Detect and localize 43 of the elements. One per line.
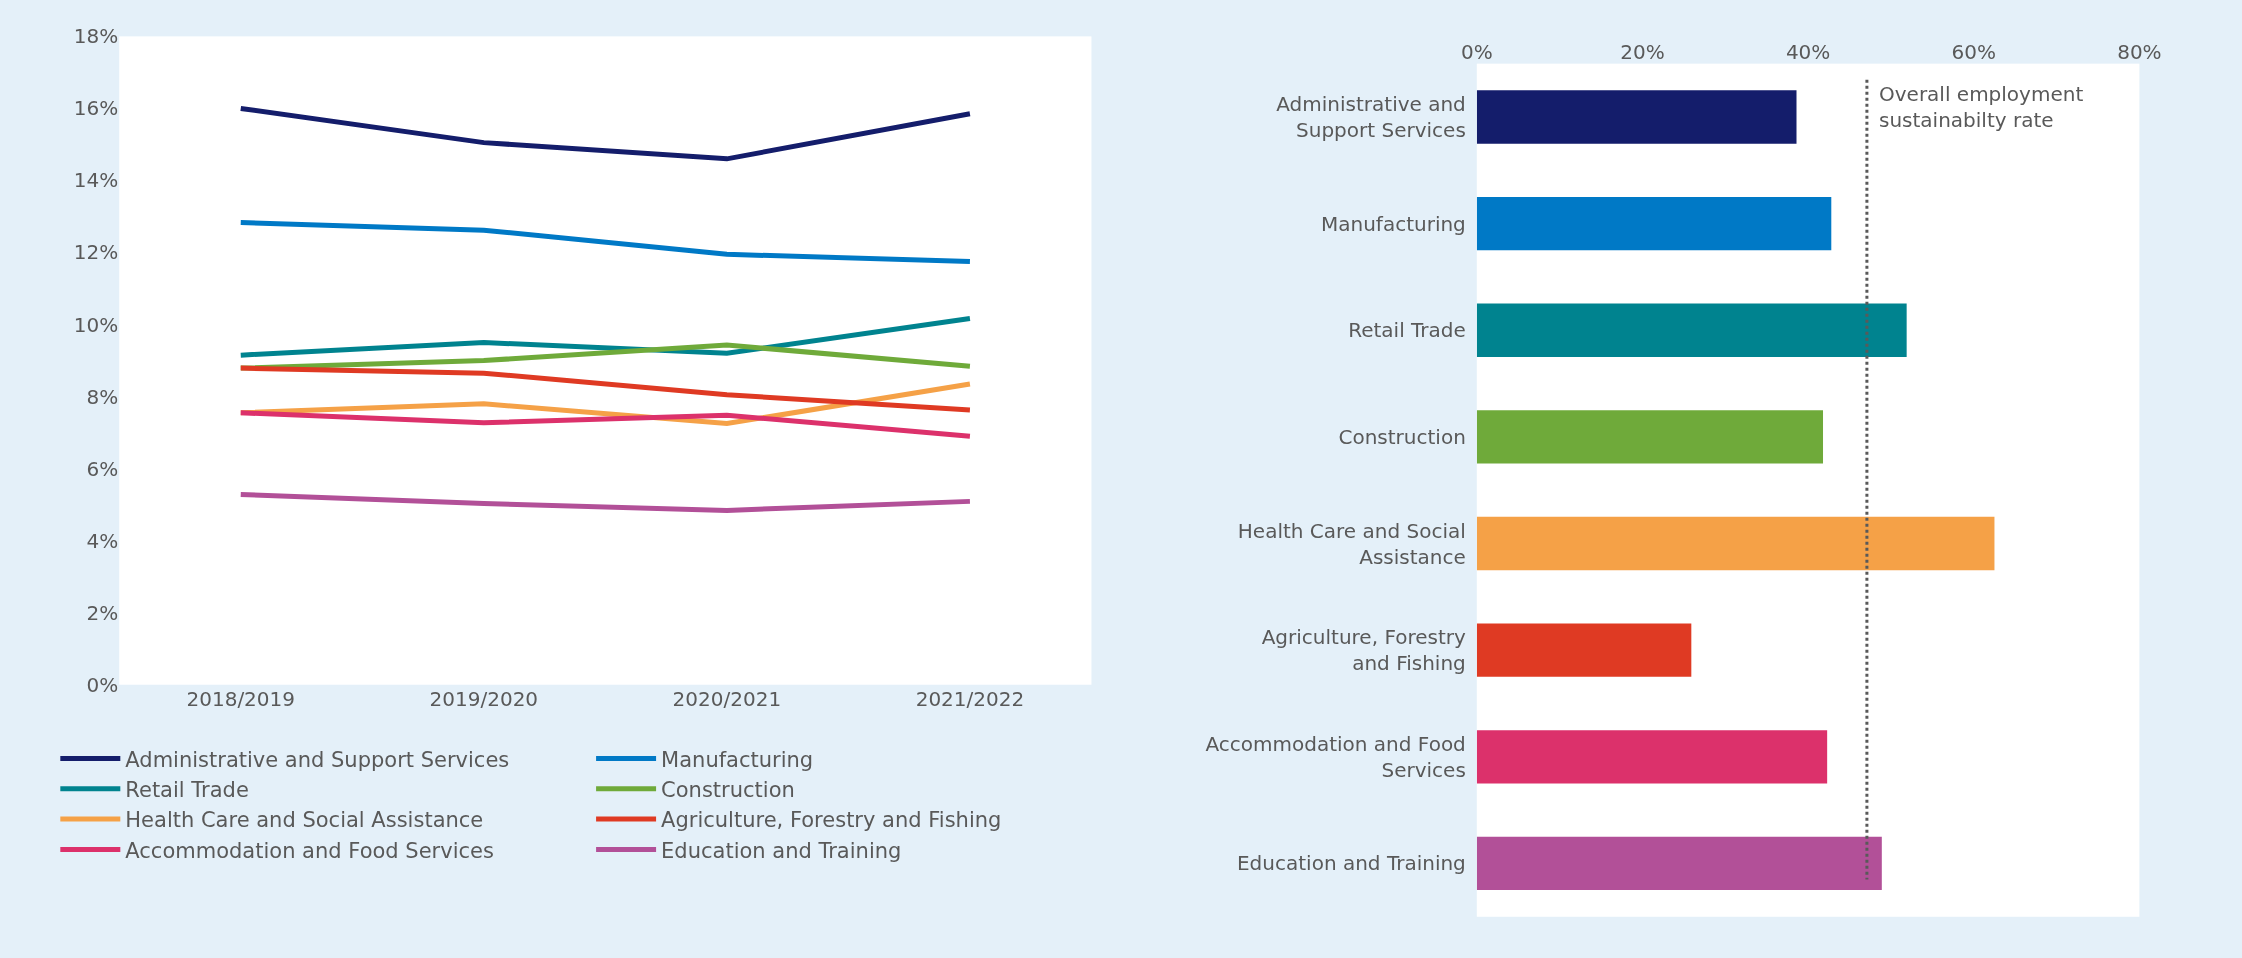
- x-tick-label: 40%: [1785, 39, 1831, 64]
- y-tick-label: Administrative and Support Services: [1276, 91, 1466, 142]
- bar: [1476, 730, 1828, 784]
- legend-label: Construction: [661, 777, 795, 802]
- y-tick-label: 6%: [86, 456, 119, 481]
- y-tick-label: Accommodation and Food Services: [1205, 731, 1466, 782]
- bar: [1476, 410, 1824, 464]
- y-tick-label: 12%: [73, 240, 119, 265]
- legend-label: Health Care and Social Assistance: [125, 808, 484, 833]
- y-tick-label: Construction: [1338, 424, 1466, 449]
- legend-label: Accommodation and Food Services: [125, 838, 494, 863]
- bar: [1476, 516, 1995, 571]
- legend-label: Manufacturing: [661, 747, 814, 772]
- x-tick-label: 2018/2019: [186, 686, 296, 711]
- y-tick-label: Agriculture, Forestry and Fishing: [1261, 625, 1466, 676]
- x-tick-label: 0%: [1460, 39, 1493, 64]
- x-tick-label: 2020/2021: [672, 686, 782, 711]
- y-tick-label: 18%: [73, 24, 119, 49]
- y-tick-label: 4%: [86, 528, 119, 553]
- bar: [1476, 836, 1882, 891]
- bar: [1476, 90, 1797, 144]
- y-tick-label: 14%: [73, 168, 119, 193]
- legend-label: Administrative and Support Services: [125, 747, 510, 772]
- ref-line-label: Overall employment sustainabilty rate: [1879, 82, 2084, 132]
- y-tick-label: Retail Trade: [1348, 318, 1466, 343]
- legend-label: Education and Training: [661, 838, 902, 863]
- x-tick-label: 2019/2020: [429, 686, 539, 711]
- legend-label: Agriculture, Forestry and Fishing: [661, 808, 1002, 833]
- x-tick-label: 2021/2022: [915, 686, 1025, 711]
- bar: [1476, 623, 1692, 677]
- y-tick-label: 2%: [86, 600, 119, 625]
- y-tick-label: 16%: [73, 96, 119, 121]
- y-tick-label: 10%: [73, 312, 119, 337]
- x-tick-label: 20%: [1620, 39, 1665, 64]
- y-tick-label: Health Care and Social Assistance: [1237, 518, 1466, 569]
- y-tick-label: Manufacturing: [1320, 211, 1466, 236]
- y-tick-label: Education and Training: [1236, 851, 1466, 876]
- bar: [1476, 303, 1907, 357]
- bar: [1476, 196, 1832, 251]
- y-tick-label: 8%: [86, 384, 119, 409]
- x-tick-label: 80%: [2117, 39, 2162, 64]
- x-tick-label: 60%: [1951, 39, 1996, 64]
- legend-label: Retail Trade: [125, 777, 249, 802]
